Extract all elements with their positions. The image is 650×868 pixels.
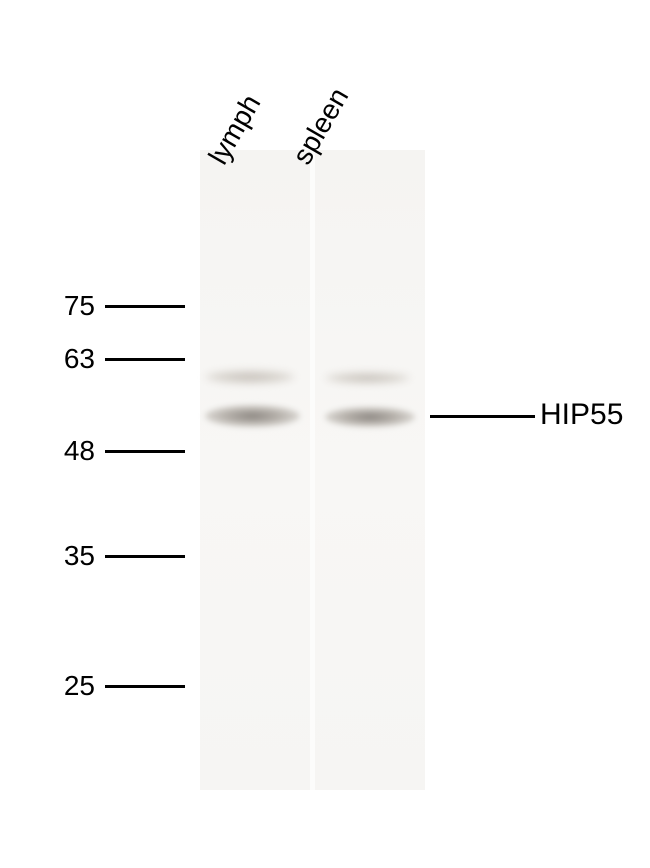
- band-lymph-hip55: [205, 405, 300, 427]
- marker-tick-48: [105, 450, 185, 453]
- marker-tick-35: [105, 555, 185, 558]
- band-spleen-hip55: [325, 407, 415, 427]
- protein-label-hip55: HIP55: [540, 398, 623, 432]
- marker-63: 63: [45, 343, 95, 375]
- lane-lymph-bg: [200, 150, 310, 790]
- marker-75: 75: [45, 290, 95, 322]
- marker-tick-75: [105, 305, 185, 308]
- marker-tick-63: [105, 358, 185, 361]
- western-blot-figure: lymph spleen 75 63 48 35 25 HIP55: [0, 0, 650, 868]
- faint-band-lymph: [205, 370, 295, 384]
- marker-25: 25: [45, 670, 95, 702]
- marker-35: 35: [45, 540, 95, 572]
- faint-band-spleen: [325, 372, 410, 384]
- protein-tick-hip55: [430, 415, 535, 418]
- marker-tick-25: [105, 685, 185, 688]
- marker-48: 48: [45, 435, 95, 467]
- lane-spleen-bg: [315, 150, 425, 790]
